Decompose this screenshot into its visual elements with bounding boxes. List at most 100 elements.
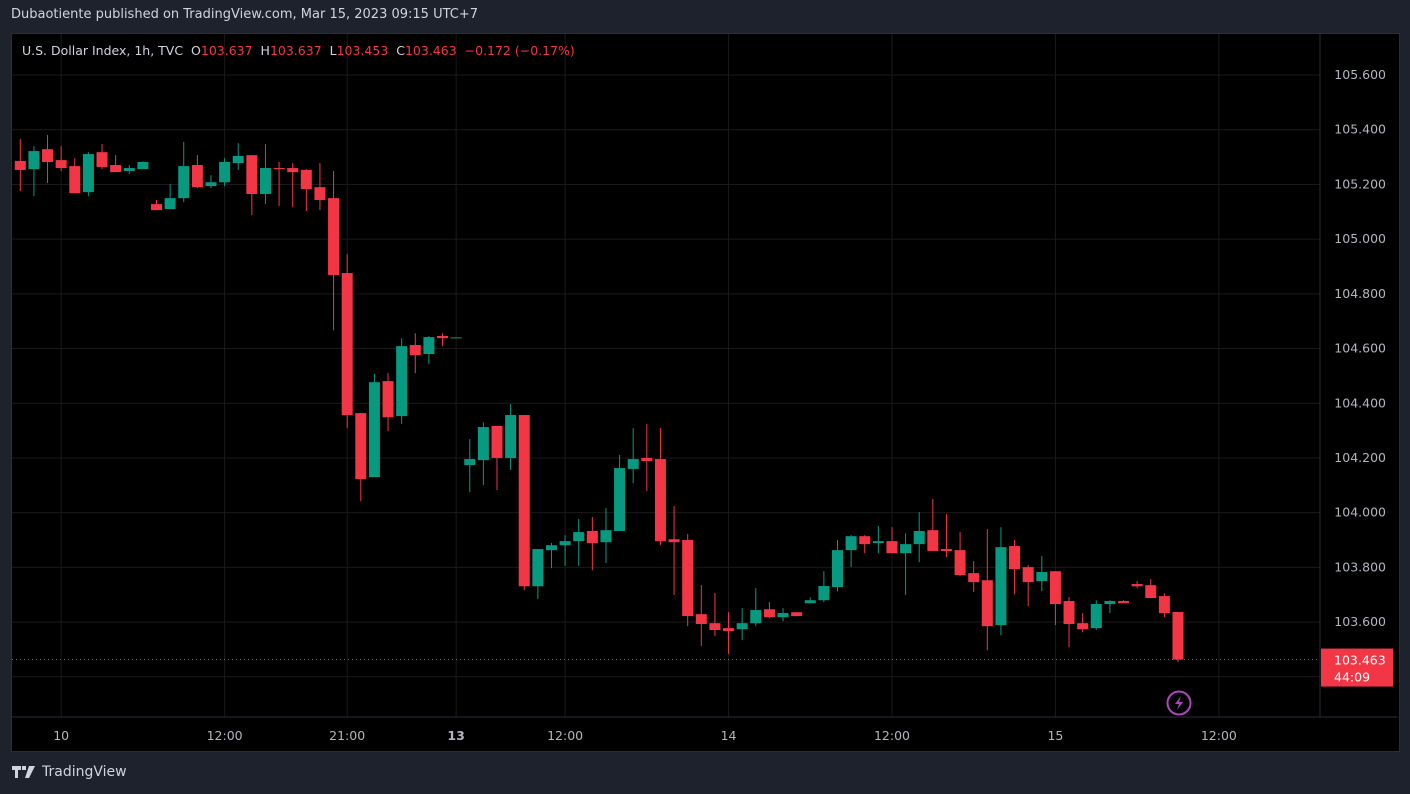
candle-up[interactable]	[396, 338, 408, 425]
candle-up[interactable]	[28, 146, 40, 197]
candle-down[interactable]	[246, 155, 258, 216]
candle-down[interactable]	[1158, 593, 1170, 618]
candle-down[interactable]	[341, 254, 353, 429]
candle-body	[981, 580, 993, 627]
candle-up[interactable]	[750, 588, 762, 627]
candle-up[interactable]	[164, 184, 176, 210]
candle-down[interactable]	[96, 143, 108, 170]
candle-body	[82, 154, 94, 193]
candle-up[interactable]	[818, 571, 830, 603]
candle-down[interactable]	[1131, 581, 1143, 589]
candle-down[interactable]	[940, 514, 952, 557]
candle-down[interactable]	[859, 535, 871, 554]
candle-down[interactable]	[886, 527, 898, 554]
candle-up[interactable]	[232, 143, 244, 170]
candle-body	[205, 182, 217, 187]
candle-down[interactable]	[437, 333, 449, 347]
candle-down[interactable]	[14, 139, 26, 192]
candle-up[interactable]	[219, 158, 231, 187]
candle-up[interactable]	[777, 608, 789, 622]
candle-up[interactable]	[464, 439, 476, 493]
candle-down[interactable]	[287, 163, 299, 208]
candle-up[interactable]	[804, 597, 816, 604]
candle-body	[1145, 585, 1157, 599]
candle-up[interactable]	[736, 608, 748, 641]
high-value: 103.637	[269, 43, 322, 58]
candle-up[interactable]	[368, 373, 380, 478]
symbol-label: U.S. Dollar Index, 1h, TVC	[22, 43, 184, 58]
candle-up[interactable]	[832, 540, 843, 592]
candle-down[interactable]	[641, 424, 653, 492]
candle-up[interactable]	[545, 543, 557, 569]
candle-up[interactable]	[423, 335, 435, 365]
candle-down[interactable]	[42, 134, 54, 184]
candle-down[interactable]	[791, 612, 803, 617]
candle-up[interactable]	[1090, 600, 1102, 631]
candle-up[interactable]	[450, 337, 462, 339]
candle-up[interactable]	[573, 518, 585, 567]
candle-down[interactable]	[695, 585, 707, 647]
candle-down[interactable]	[491, 425, 503, 490]
candle-up[interactable]	[137, 161, 149, 170]
candle-down[interactable]	[69, 158, 81, 194]
candle-up[interactable]	[1104, 600, 1116, 614]
candle-down[interactable]	[968, 561, 980, 592]
candle-up[interactable]	[205, 175, 217, 188]
candle-up[interactable]	[505, 404, 517, 471]
candle-down[interactable]	[1049, 571, 1061, 626]
candle-down[interactable]	[763, 602, 775, 619]
candle-down[interactable]	[981, 529, 993, 651]
candle-down[interactable]	[668, 506, 680, 596]
candle-down[interactable]	[723, 612, 735, 655]
chart-panel[interactable]	[11, 33, 1400, 752]
candle-up[interactable]	[845, 535, 857, 568]
candle-up[interactable]	[178, 142, 190, 202]
candle-down[interactable]	[518, 415, 530, 591]
candle-body	[14, 160, 26, 170]
candle-down[interactable]	[151, 200, 162, 211]
candle-down[interactable]	[1145, 579, 1157, 599]
candle-down[interactable]	[1022, 565, 1034, 607]
candle-up[interactable]	[872, 526, 884, 554]
candle-down[interactable]	[927, 498, 939, 551]
candle-down[interactable]	[314, 163, 326, 211]
candle-up[interactable]	[995, 527, 1007, 636]
candle-up[interactable]	[82, 152, 94, 197]
candle-down[interactable]	[586, 517, 598, 571]
candle-up[interactable]	[532, 549, 544, 600]
candle-down[interactable]	[1063, 597, 1075, 648]
lightning-icon[interactable]	[1166, 690, 1192, 716]
candle-down[interactable]	[55, 146, 67, 172]
candle-up[interactable]	[1036, 556, 1048, 592]
tradingview-logo[interactable]: TradingView	[12, 764, 127, 780]
candle-down[interactable]	[1077, 613, 1089, 633]
candle-up[interactable]	[259, 143, 271, 205]
candle-body	[804, 600, 816, 604]
candle-down[interactable]	[409, 333, 421, 374]
candle-down[interactable]	[355, 413, 367, 502]
candle-down[interactable]	[1009, 540, 1021, 595]
candle-down[interactable]	[273, 162, 285, 207]
candle-down[interactable]	[382, 373, 394, 432]
candle-up[interactable]	[559, 535, 571, 567]
candle-down[interactable]	[191, 155, 203, 188]
candle-up[interactable]	[627, 428, 639, 484]
candle-up[interactable]	[477, 422, 489, 486]
candle-up[interactable]	[913, 512, 925, 563]
candle-up[interactable]	[900, 533, 912, 596]
candle-down[interactable]	[709, 593, 721, 637]
candle-down[interactable]	[654, 428, 666, 546]
candle-down[interactable]	[1172, 611, 1184, 663]
candle-down[interactable]	[682, 534, 694, 627]
candle-up[interactable]	[123, 165, 135, 175]
candle-down[interactable]	[300, 169, 312, 211]
candle-down[interactable]	[110, 155, 122, 173]
close-label: C	[396, 43, 405, 58]
low-value: 103.453	[336, 43, 389, 58]
candle-down[interactable]	[954, 532, 966, 577]
candle-down[interactable]	[328, 171, 340, 331]
candle-down[interactable]	[1118, 600, 1130, 604]
candle-up[interactable]	[614, 454, 626, 532]
candle-up[interactable]	[600, 508, 612, 564]
